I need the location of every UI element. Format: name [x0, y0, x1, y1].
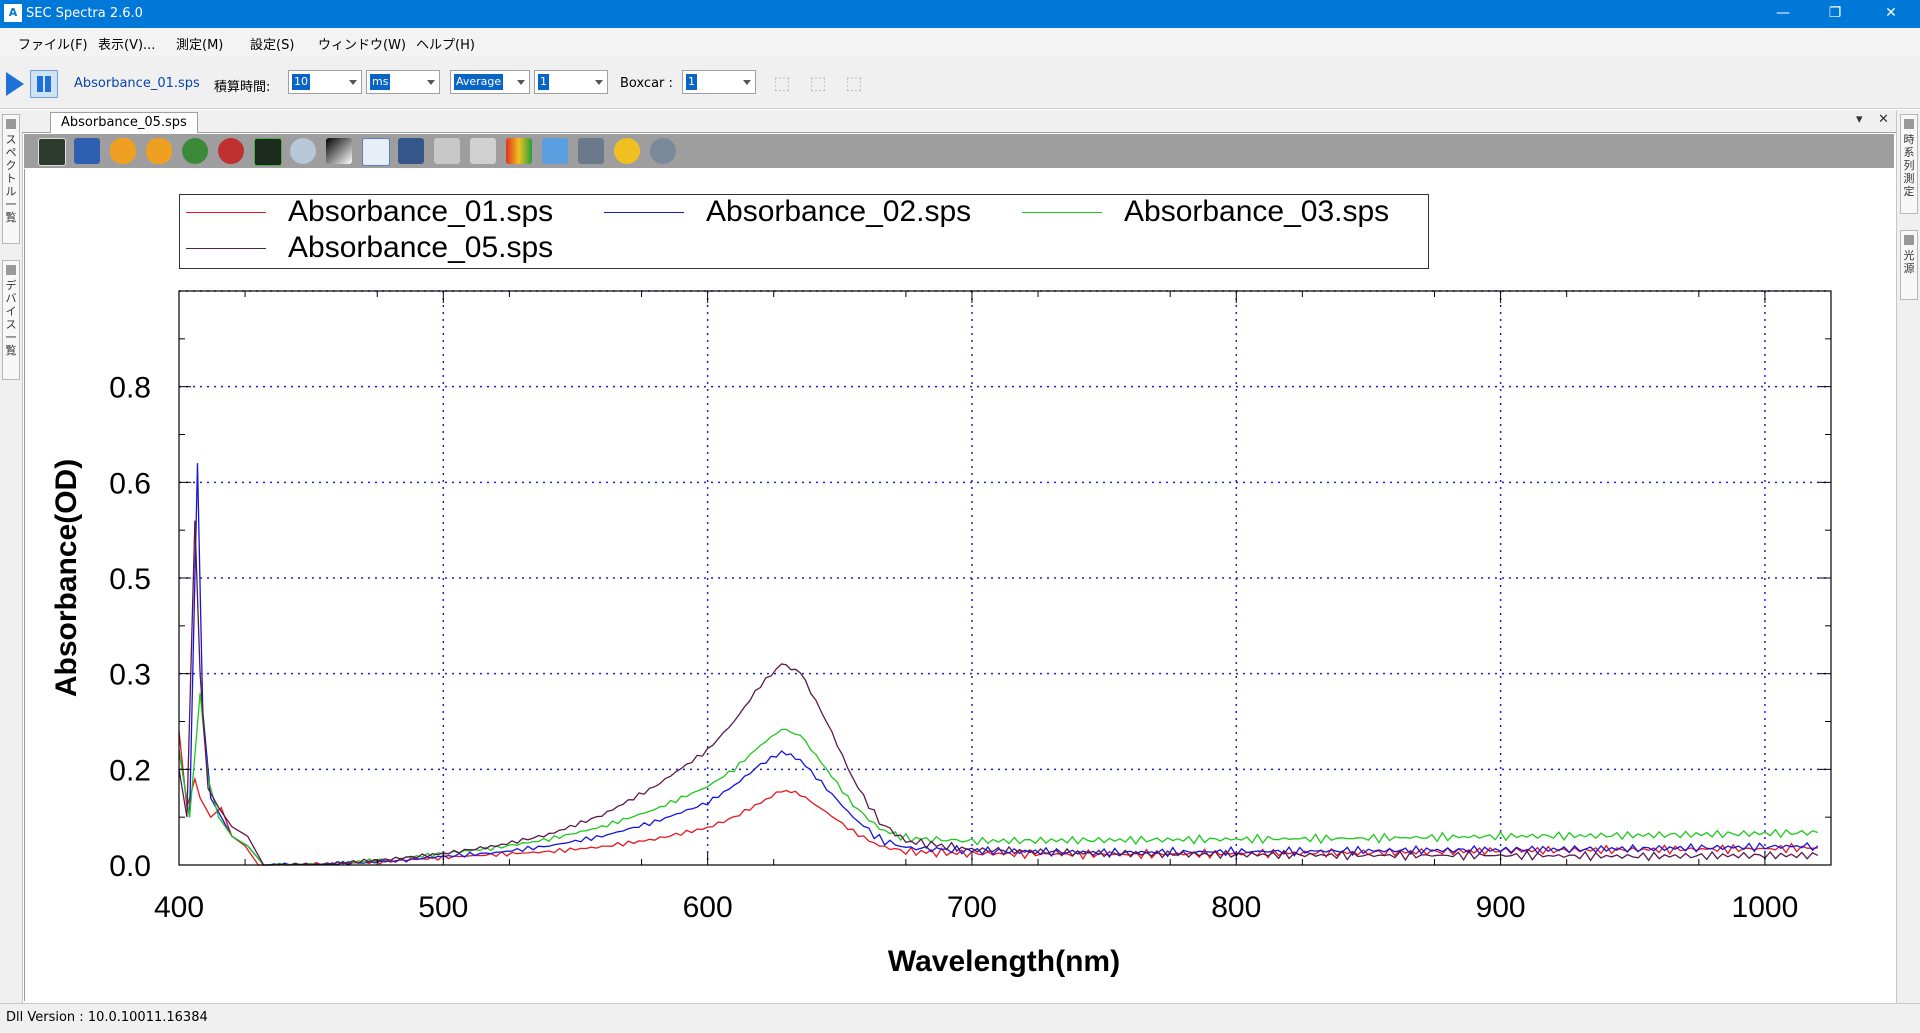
legend-label: Absorbance_03.sps: [1124, 195, 1390, 228]
menu-bar: ファイル(F) 表示(V)... 測定(M) 設定(S) ウィンドウ(W) ヘル…: [0, 28, 1920, 56]
left-dock-bar: スペクトル一覧 デバイス一覧: [0, 110, 23, 1003]
bar-chart-icon[interactable]: [506, 138, 532, 164]
close-tab-button[interactable]: ✕: [1878, 112, 1889, 127]
device-icon: [6, 265, 16, 275]
bulb-icon: [1904, 235, 1914, 245]
copy-icon[interactable]: [362, 138, 390, 166]
dll-version-text: Dll Version : 10.0.10011.16384: [6, 1010, 208, 1025]
legend-label: Absorbance_02.sps: [706, 195, 972, 228]
title-bar: A SEC Spectra 2.6.0 — ❐ ✕: [0, 0, 1920, 28]
legend-label: Absorbance_05.sps: [288, 231, 554, 264]
fit-icon[interactable]: [74, 138, 100, 164]
save-icon[interactable]: [398, 138, 424, 164]
zoom-in-icon[interactable]: [182, 138, 208, 164]
integration-time-label: 積算時間:: [214, 80, 271, 95]
dark-reference-icon[interactable]: ⬚: [773, 73, 791, 94]
minimize-button[interactable]: —: [1776, 5, 1790, 21]
close-button[interactable]: ✕: [1885, 5, 1897, 21]
time-series-tab[interactable]: 時系列測定: [1900, 114, 1918, 214]
clock-icon: [1904, 119, 1914, 129]
average-count-combo[interactable]: 1: [534, 70, 608, 94]
status-bar: Dll Version : 10.0.10011.16384: [0, 1003, 1920, 1033]
legend-label: Absorbance_01.sps: [288, 195, 554, 228]
print-icon[interactable]: [470, 138, 496, 164]
chevron-down-icon: [517, 80, 525, 85]
menu-settings[interactable]: 設定(S): [250, 38, 295, 53]
reference-icon[interactable]: ⬚: [809, 73, 827, 94]
chart-legend: Absorbance_01.sps Absorbance_02.sps Abso…: [179, 194, 1429, 269]
print-preview-icon[interactable]: [434, 138, 460, 164]
grid-icon[interactable]: [650, 138, 676, 164]
window-title: SEC Spectra 2.6.0: [26, 6, 143, 21]
chevron-down-icon: [427, 80, 435, 85]
pin-icon[interactable]: [614, 138, 640, 164]
tab-list-dropdown[interactable]: ▾: [1856, 112, 1863, 127]
play-icon[interactable]: [6, 72, 24, 96]
chevron-down-icon: [743, 80, 751, 85]
spectrum-list-tab[interactable]: スペクトル一覧: [2, 114, 20, 244]
menu-view[interactable]: 表示(V)...: [98, 38, 156, 53]
boxcar-label: Boxcar :: [620, 76, 673, 91]
table-icon[interactable]: [38, 138, 66, 166]
current-file-link[interactable]: Absorbance_01.sps: [74, 76, 200, 91]
vertical-arrow-icon[interactable]: [110, 138, 136, 164]
document-tab[interactable]: Absorbance_05.sps: [50, 112, 198, 133]
plot-area: [24, 169, 1895, 1001]
zoom-out-icon[interactable]: [218, 138, 244, 164]
main-toolbar: Absorbance_01.sps 積算時間: 10 ms Average 1 …: [0, 56, 1920, 109]
app-logo-icon: A: [4, 4, 22, 22]
magnifier-icon[interactable]: [290, 138, 316, 164]
legend-swatch: [1022, 212, 1102, 213]
list-icon: [6, 119, 16, 129]
legend-swatch: [604, 212, 684, 213]
tool-icon[interactable]: [578, 138, 604, 164]
peak-search-icon[interactable]: [542, 138, 568, 164]
time-unit-combo[interactable]: ms: [366, 70, 440, 94]
device-list-tab[interactable]: デバイス一覧: [2, 260, 20, 380]
gradient-icon[interactable]: [326, 138, 352, 164]
boxcar-combo[interactable]: 1: [682, 70, 756, 94]
right-dock-bar: 時系列測定 光源: [1896, 110, 1920, 1003]
sample-icon[interactable]: ⬚: [845, 73, 863, 94]
integration-time-combo[interactable]: 10: [288, 70, 362, 94]
menu-window[interactable]: ウィンドウ(W): [318, 38, 406, 53]
chart-toolbar: [24, 134, 1894, 168]
light-source-tab[interactable]: 光源: [1900, 230, 1918, 300]
restore-button[interactable]: ❐: [1828, 5, 1842, 21]
menu-measure[interactable]: 測定(M): [176, 38, 224, 53]
menu-help[interactable]: ヘルプ(H): [416, 38, 475, 53]
document-tab-bar: Absorbance_05.sps ▾ ✕: [22, 110, 1896, 133]
chevron-down-icon: [349, 80, 357, 85]
chevron-down-icon: [595, 80, 603, 85]
legend-swatch: [186, 212, 266, 213]
legend-swatch: [186, 248, 266, 249]
menu-file[interactable]: ファイル(F): [18, 38, 88, 53]
monitor-icon[interactable]: [254, 138, 282, 166]
pause-icon[interactable]: [30, 70, 58, 98]
average-mode-combo[interactable]: Average: [450, 70, 530, 94]
horizontal-arrow-icon[interactable]: [146, 138, 172, 164]
